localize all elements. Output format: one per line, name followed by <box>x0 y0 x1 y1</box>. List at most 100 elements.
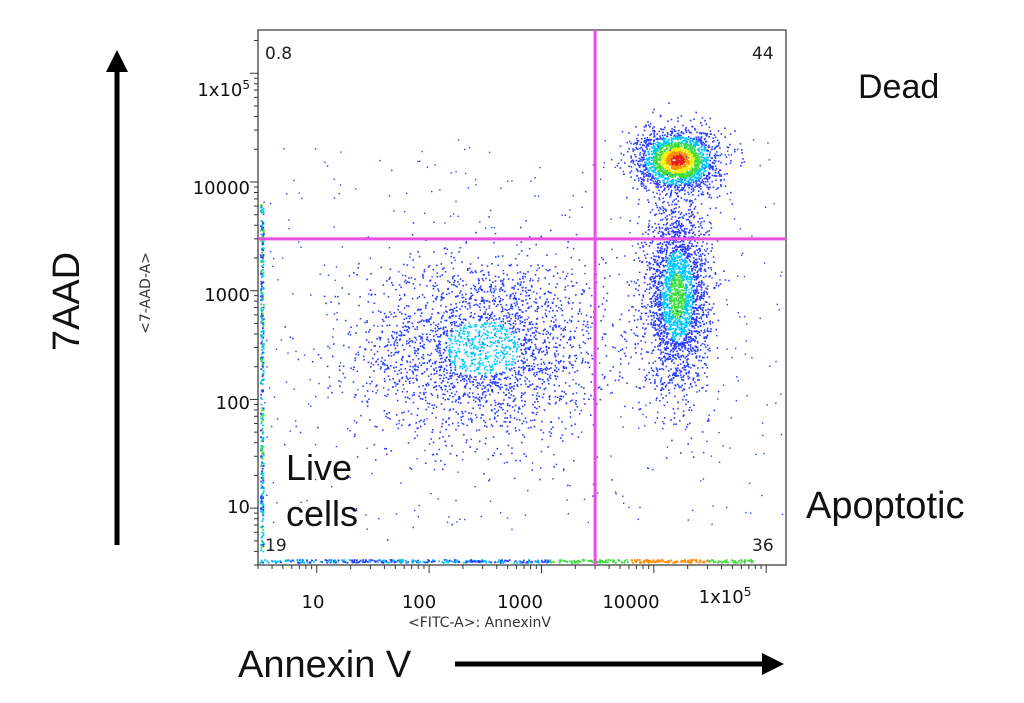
data-point <box>685 306 687 308</box>
data-point <box>505 394 507 396</box>
data-point <box>572 247 575 250</box>
data-point <box>680 346 683 348</box>
data-point <box>706 336 708 338</box>
data-point <box>348 331 351 333</box>
data-point <box>680 212 683 214</box>
data-point <box>528 247 531 250</box>
data-point <box>438 437 441 440</box>
data-point <box>521 321 523 324</box>
data-point <box>465 351 467 353</box>
data-point <box>554 324 557 326</box>
data-point <box>696 264 698 267</box>
data-point <box>430 373 433 376</box>
data-point <box>646 268 648 271</box>
data-point <box>515 459 517 462</box>
data-point <box>528 348 531 351</box>
data-point <box>658 303 661 306</box>
data-point <box>633 259 635 261</box>
data-point <box>681 249 683 252</box>
data-point <box>403 411 405 414</box>
data-point <box>520 396 522 398</box>
data-point <box>478 350 481 352</box>
data-point <box>669 307 672 310</box>
data-point <box>504 384 506 386</box>
data-point <box>356 456 359 458</box>
data-point <box>662 330 665 332</box>
data-point <box>667 278 670 280</box>
data-point <box>688 340 690 343</box>
data-point <box>529 369 531 372</box>
data-point <box>562 271 564 273</box>
data-point <box>683 388 686 391</box>
data-point <box>528 294 531 297</box>
data-point <box>541 372 544 374</box>
data-point <box>657 255 660 258</box>
data-point <box>524 319 526 321</box>
data-point <box>708 419 710 422</box>
data-point <box>457 281 459 283</box>
data-point <box>663 299 665 302</box>
data-point <box>510 390 513 392</box>
data-point <box>448 409 451 412</box>
data-point <box>639 387 642 390</box>
data-point <box>489 288 492 290</box>
data-point <box>694 330 696 332</box>
data-point <box>531 327 533 329</box>
data-point <box>543 409 546 411</box>
data-point <box>689 344 692 346</box>
data-point <box>454 366 457 369</box>
data-point <box>461 410 463 413</box>
data-point <box>688 291 690 294</box>
data-point <box>450 360 453 363</box>
data-point <box>553 346 555 348</box>
data-point <box>488 325 491 328</box>
data-point <box>556 337 559 339</box>
data-point <box>453 349 456 352</box>
data-point <box>692 312 695 315</box>
data-point <box>407 325 410 328</box>
data-point <box>487 334 489 337</box>
data-point <box>452 408 455 410</box>
data-point <box>679 344 681 346</box>
data-point <box>387 338 390 341</box>
data-point <box>696 309 698 311</box>
data-point <box>350 326 352 328</box>
data-point <box>695 299 697 301</box>
data-point <box>649 269 651 271</box>
data-point <box>685 270 688 273</box>
data-point <box>502 278 505 280</box>
data-point <box>393 331 396 334</box>
data-point <box>433 373 436 375</box>
data-point <box>456 381 459 384</box>
data-point <box>663 291 666 294</box>
data-point <box>671 318 674 320</box>
data-point <box>700 274 702 277</box>
data-point <box>474 353 476 355</box>
data-point <box>495 349 497 351</box>
data-point <box>708 275 710 278</box>
data-point <box>467 325 470 328</box>
data-point <box>449 329 452 332</box>
data-point <box>588 287 591 289</box>
data-point <box>505 336 507 338</box>
data-point <box>699 217 701 220</box>
data-point <box>366 320 368 322</box>
data-point <box>474 323 476 326</box>
data-point <box>404 313 407 316</box>
data-point <box>484 323 486 325</box>
data-point <box>681 243 684 246</box>
data-point <box>516 418 518 421</box>
data-point <box>662 356 665 358</box>
data-point <box>682 330 684 332</box>
data-point <box>644 231 647 234</box>
data-point <box>701 245 703 247</box>
data-point <box>529 289 532 291</box>
data-point <box>686 310 688 313</box>
data-point <box>614 379 617 382</box>
data-point <box>662 388 665 390</box>
data-point <box>419 392 421 394</box>
data-point <box>480 417 482 419</box>
data-point <box>664 296 667 299</box>
data-point <box>574 330 576 332</box>
data-point <box>483 344 485 346</box>
